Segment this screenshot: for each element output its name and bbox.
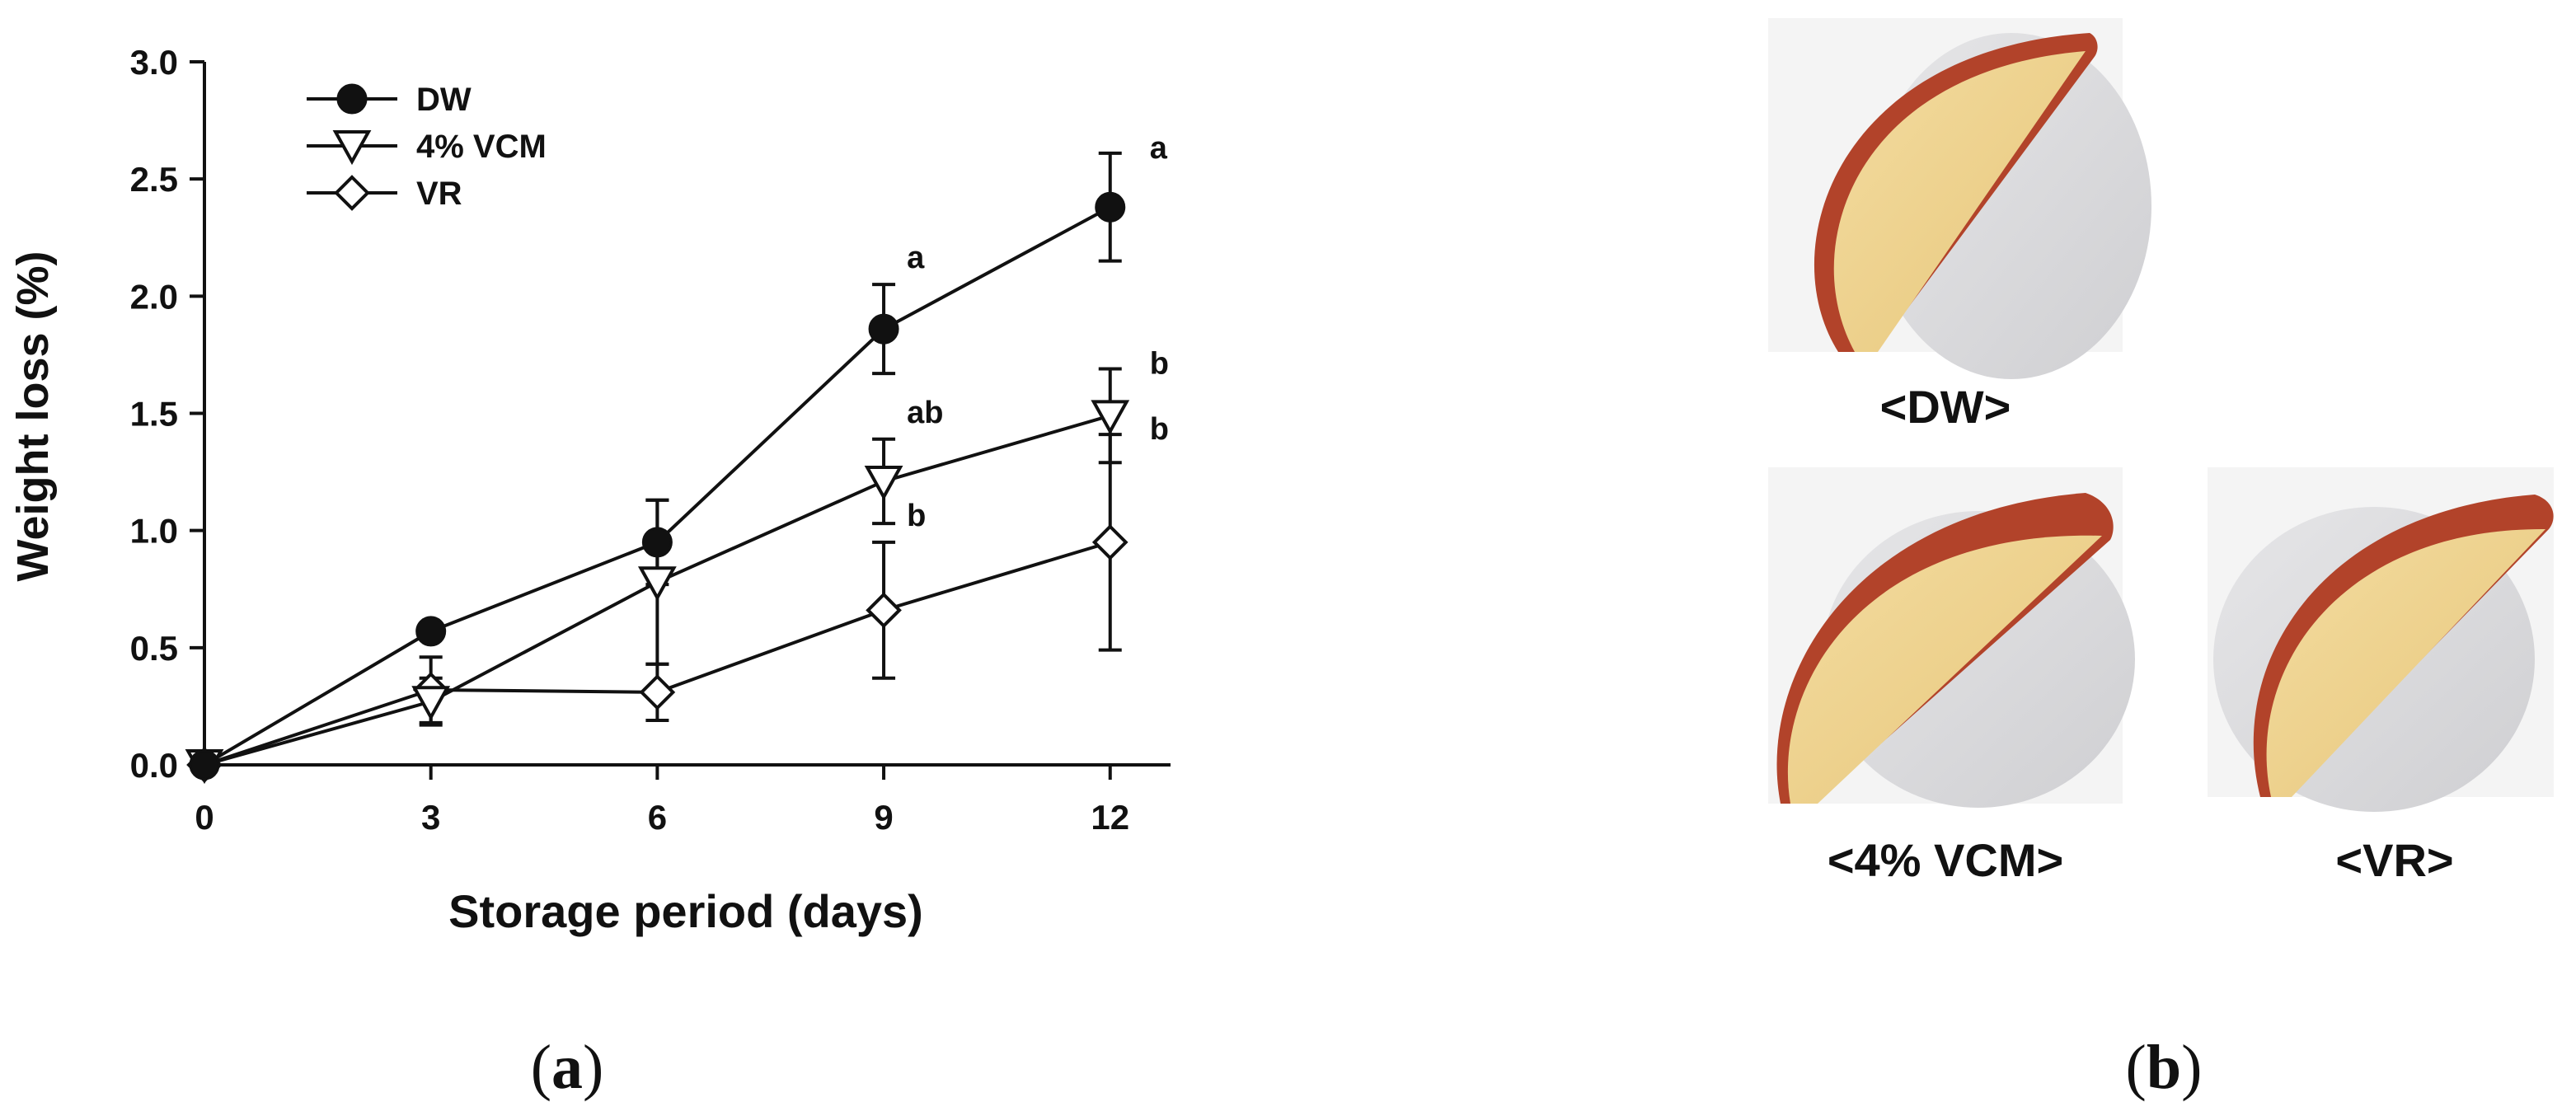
y-tick-label: 1.0 [130, 512, 178, 551]
data-point [639, 674, 676, 710]
photo-4vcm-apple-flesh [1787, 535, 2102, 804]
photo-dw-apple-flesh [1833, 51, 2086, 352]
data-point [189, 749, 220, 781]
x-tick-label: 3 [421, 798, 440, 837]
y-tick-label: 0.5 [130, 629, 178, 668]
legend-label: DW [416, 82, 472, 118]
legend-marker [336, 83, 368, 115]
x-tick-label: 12 [1091, 798, 1129, 837]
photo-vr: <VR> [2208, 467, 2554, 886]
x-axis-label: Storage period (days) [448, 885, 923, 937]
significance-letter: b [1150, 412, 1169, 447]
data-point [1095, 191, 1126, 223]
significance-letter: a [907, 241, 925, 275]
data-point [637, 566, 677, 602]
data-point [866, 592, 902, 629]
y-tick-label: 2.5 [130, 160, 178, 199]
y-tick-label: 3.0 [130, 43, 178, 82]
chart-legend: DW 4% VCM VR [307, 82, 547, 212]
y-tick-label: 1.5 [130, 395, 178, 434]
photo-vr-label: <VR> [2335, 834, 2453, 886]
y-tick-label: 2.0 [130, 277, 178, 316]
data-point [1091, 524, 1128, 560]
significance-letter: b [1150, 346, 1169, 381]
x-tick-label: 0 [195, 798, 213, 837]
panel-b-caption: (b) [2126, 1033, 2203, 1102]
significance-letter: a [1150, 131, 1168, 166]
data-point [1091, 400, 1130, 435]
photo-4vcm: <4% VCM> [1768, 467, 2135, 886]
y-axis-label: Weight loss (%) [8, 251, 58, 581]
photo-dw-label: <DW> [1880, 381, 2011, 433]
photo-4vcm-label: <4% VCM> [1828, 834, 2063, 886]
data-point [864, 465, 903, 501]
legend-label: 4% VCM [416, 129, 547, 165]
x-tick-label: 9 [874, 798, 893, 837]
chart-axes: 0.0 0.5 1.0 1.5 2.0 2.5 3.0 0 3 6 9 12 [130, 43, 1171, 837]
significance-letter: ab [907, 396, 943, 430]
data-point [415, 616, 447, 647]
photo-dw: <DW> [1768, 18, 2151, 433]
x-tick-label: 6 [648, 798, 667, 837]
apple-photos-panel: <DW> <4% VCM> <VR> [1768, 18, 2554, 886]
photo-vr-apple-flesh [2266, 528, 2546, 797]
legend-label: VR [416, 176, 462, 212]
significance-letter: b [907, 499, 926, 533]
data-point [641, 527, 673, 558]
y-tick-label: 0.0 [130, 746, 178, 785]
legend-marker [332, 130, 372, 166]
legend-marker [334, 175, 370, 211]
data-point [411, 686, 451, 721]
data-point [868, 313, 899, 345]
panel-a-caption: (a) [531, 1033, 604, 1102]
